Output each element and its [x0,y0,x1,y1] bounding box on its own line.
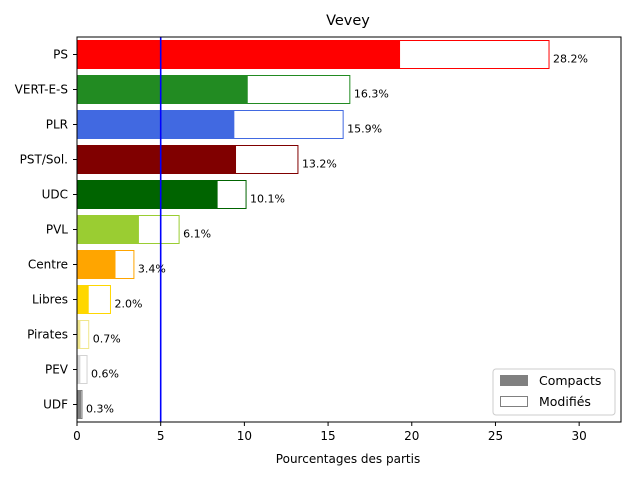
bar-compacts-udc [77,180,218,209]
value-label-centre: 3.4% [138,263,166,276]
x-tick-label-5: 5 [157,429,165,443]
y-tick-label-centre: Centre [28,258,68,272]
value-label-ps: 28.2% [553,53,588,66]
value-label-udc: 10.1% [250,193,285,206]
y-tick-label-pst-sol: PST/Sol. [20,153,68,167]
legend-label-compacts: Compacts [539,373,601,388]
chart-title: Vevey [326,13,370,29]
bar-compacts-vert-e-s [77,75,248,104]
value-label-pirates: 0.7% [93,333,121,346]
axes-layer: PS VERT-E-S PLR PST/Sol. UDC PVL Centre Libres P… [15,36,622,443]
y-tick-label-ps: PS [53,48,68,62]
bar-compacts-pev [77,355,81,384]
x-tick-label-15: 15 [320,429,335,443]
x-tick-label-0: 0 [73,429,81,443]
bar-compacts-udf [77,390,82,419]
bar-compacts-pvl [77,215,139,244]
x-tick-label-20: 20 [404,429,419,443]
value-label-libres: 2.0% [114,298,142,311]
bar-compacts-pst-sol [77,145,237,174]
legend-swatch-compacts [500,375,528,386]
y-tick-label-udf: UDF [43,398,68,412]
bar-compacts-libres [77,285,89,314]
x-tick-label-30: 30 [572,429,587,443]
legend-swatch-modifies [500,396,528,407]
bars-layer: 28.2% 16.3% 15.9% 13.2% 10.1% 6.1% 3.4% 2.0% 0.7… [76,40,588,419]
legend-label-modifies: Modifiés [539,394,591,409]
y-tick-label-pev: PEV [45,363,69,377]
bar-compacts-ps [77,40,401,69]
bar-compacts-centre [77,250,116,279]
value-label-vert-e-s: 16.3% [354,88,389,101]
value-label-pvl: 6.1% [183,228,211,241]
bar-compacts-plr [77,110,235,139]
y-tick-label-vert-e-s: VERT-E-S [15,83,68,97]
value-label-pev: 0.6% [91,368,119,381]
y-tick-label-udc: UDC [42,188,68,202]
value-label-udf: 0.3% [86,403,114,416]
y-tick-label-libres: Libres [32,293,68,307]
legend: Compacts Modifiés [492,368,616,416]
y-tick-label-plr: PLR [46,118,68,132]
value-label-pst-sol: 13.2% [302,158,337,171]
bar-compacts-pirates [77,320,81,349]
x-axis-label: Pourcentages des partis [276,452,420,466]
y-tick-label-pirates: Pirates [27,328,68,342]
x-tick-label-25: 25 [488,429,503,443]
plot-frame [76,36,622,423]
value-label-plr: 15.9% [347,123,382,136]
y-tick-label-pvl: PVL [46,223,68,237]
x-tick-label-10: 10 [237,429,252,443]
